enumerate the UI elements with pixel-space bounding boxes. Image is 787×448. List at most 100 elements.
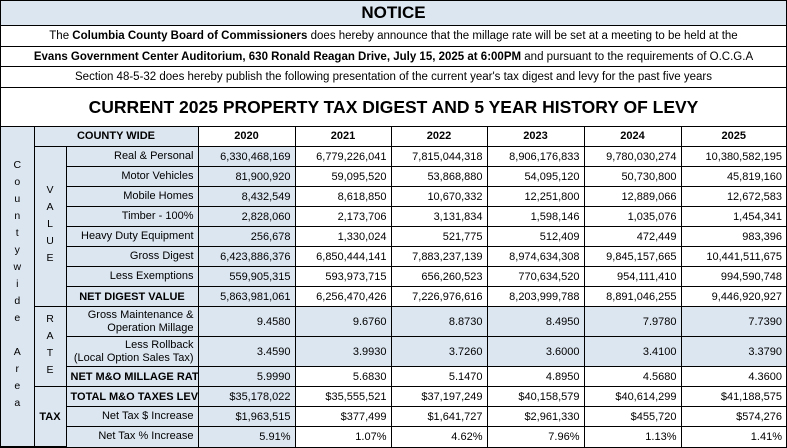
label-line: Less Rollback	[125, 338, 194, 351]
label-line: Net Tax $ Increase	[101, 410, 194, 422]
value-cell: 472,449	[583, 226, 682, 247]
area-label: Countywide Area	[11, 158, 24, 414]
data-row: VALUE Real & Personal 6,330,468,169 6,779,2…	[1, 146, 786, 307]
value-cell: 7,883,237,139	[390, 246, 488, 267]
value-cell: 3.7260	[390, 336, 488, 367]
value-cell: 954,111,410	[583, 266, 682, 287]
label-line: Gross Digest	[129, 250, 194, 262]
table-title: CURRENT 2025 PROPERTY TAX DIGEST AND 5 Y…	[1, 88, 786, 127]
value-cell: 770,634,520	[486, 266, 585, 287]
row-label: NET DIGEST VALUE	[66, 286, 199, 307]
value-cell: 5,863,981,061	[197, 286, 296, 307]
data-row: Heavy Duty Equipment 256,678 1,330,024 521,…	[1, 226, 786, 247]
label-line: Mobile Homes	[123, 190, 194, 202]
value-cell: 6,779,226,041	[294, 146, 392, 167]
label-line: Real & Personal	[114, 150, 194, 162]
value-cell: 593,973,715	[294, 266, 392, 287]
year-header: 2025	[680, 126, 786, 147]
value-cell: 6,850,444,141	[294, 246, 392, 267]
value-cell: 7,226,976,616	[390, 286, 488, 307]
value-cell: 81,900,920	[197, 166, 296, 187]
value-cell: 7,815,044,318	[390, 146, 488, 167]
value-cell: 1,035,076	[583, 206, 682, 227]
value-cell: 59,095,520	[294, 166, 392, 187]
row-label: Net Tax % Increase	[66, 426, 199, 447]
row-label: Gross Digest	[66, 246, 199, 267]
group-cell: RATE	[34, 306, 67, 387]
text: Columbia County Board of Commissioners	[72, 30, 308, 42]
value-cell: $455,720	[583, 406, 682, 427]
value-cell: 3.4100	[583, 336, 682, 367]
data-row: Mobile Homes 8,432,549 8,618,850 10,670,332…	[1, 186, 786, 207]
header-row: Countywide Area COUNTY WIDE 2020 2021 2022 20…	[1, 126, 786, 447]
text: does hereby announce that the millage ra…	[307, 30, 738, 42]
value-cell: 54,095,120	[486, 166, 585, 187]
value-cell: 5.91%	[197, 426, 296, 447]
value-cell: 9,446,920,927	[680, 286, 786, 307]
value-cell: $574,276	[680, 406, 786, 427]
value-cell: 9,845,157,665	[583, 246, 682, 267]
value-cell: 7.7390	[680, 306, 786, 337]
value-cell: 5.1470	[390, 366, 488, 387]
notice-line: Section 48-5-32 does hereby publish the …	[1, 67, 786, 88]
value-cell: $2,961,330	[486, 406, 585, 427]
group-cell: VALUE	[34, 146, 67, 307]
label-line: Less Exemptions	[109, 270, 194, 282]
year-header: 2023	[486, 126, 585, 147]
value-cell: 6,423,886,376	[197, 246, 296, 267]
value-cell: 3.4590	[197, 336, 296, 367]
row-label: Timber - 100%	[66, 206, 199, 227]
label-line: NET M&O MILLAGE RATE	[70, 370, 198, 383]
value-cell: 10,441,511,675	[680, 246, 786, 267]
text: Section 48-5-32 does hereby publish the …	[75, 71, 712, 83]
value-cell: 1.41%	[680, 426, 786, 447]
data-row: Less Exemptions 559,905,315 593,973,715 656…	[1, 266, 786, 287]
label-line: NET DIGEST VALUE	[79, 290, 185, 303]
data-row: RATE Gross Maintenance & Operation Millage…	[1, 306, 786, 387]
value-cell: $377,499	[294, 406, 392, 427]
label-line: Operation Millage	[107, 321, 194, 334]
text: and pursuant to the requirements of O.C.…	[521, 50, 754, 63]
text: Evans Government Center Auditorium, 630 …	[33, 50, 522, 63]
data-row: TAX TOTAL M&O TAXES LEVIED$35,178,022$35,…	[1, 386, 786, 447]
label-line: TOTAL M&O TAXES LEVIED	[70, 390, 198, 403]
value-cell: 10,670,332	[390, 186, 488, 207]
value-cell: 12,672,583	[680, 186, 786, 207]
value-cell: 1,454,341	[680, 206, 786, 227]
row-label: Heavy Duty Equipment	[66, 226, 199, 247]
row-label: Less Rollback (Local Option Sales Tax)	[66, 336, 199, 367]
value-cell: 1,598,146	[486, 206, 585, 227]
value-cell: 4.3600	[680, 366, 786, 387]
levy-table: Countywide Area COUNTY WIDE 2020 2021 2022 20…	[1, 126, 786, 447]
data-row: Net Tax % Increase 5.91% 1.07% 4.62% 7.96% 1.…	[1, 426, 786, 447]
group-cell: TAX	[34, 386, 67, 447]
value-cell: 45,819,160	[680, 166, 786, 187]
value-cell: 1,330,024	[294, 226, 392, 247]
data-row: Less Rollback (Local Option Sales Tax) 3.4…	[1, 336, 786, 367]
area-cell: Countywide Area	[1, 126, 35, 447]
value-cell: 6,330,468,169	[197, 146, 296, 167]
value-cell: 50,730,800	[583, 166, 682, 187]
value-cell: 10,380,582,195	[680, 146, 786, 167]
value-cell: 256,678	[197, 226, 296, 247]
value-cell: $40,158,579	[486, 386, 585, 407]
data-row: Motor Vehicles 81,900,920 59,095,520 53,868…	[1, 166, 786, 187]
value-cell: 1.13%	[583, 426, 682, 447]
value-cell: 8,618,850	[294, 186, 392, 207]
notice-line: Evans Government Center Auditorium, 630 …	[1, 47, 786, 67]
value-cell: 6,256,470,426	[294, 286, 392, 307]
row-label: Net Tax $ Increase	[66, 406, 199, 427]
value-cell: 8,891,046,255	[583, 286, 682, 307]
value-cell: 983,396	[680, 226, 786, 247]
data-row: NET M&O MILLAGE RATE 5.9990 5.6830 5.1470 4.…	[1, 366, 786, 387]
value-cell: 4.5680	[583, 366, 682, 387]
year-header: 2022	[390, 126, 488, 147]
notice-title: NOTICE	[1, 1, 786, 26]
value-cell: 1.07%	[294, 426, 392, 447]
value-cell: $37,197,249	[390, 386, 488, 407]
value-cell: 12,889,066	[583, 186, 682, 207]
value-cell: $41,188,575	[680, 386, 786, 407]
value-cell: 656,260,523	[390, 266, 488, 287]
row-label: Gross Maintenance & Operation Millage	[65, 306, 199, 337]
row-label: NET M&O MILLAGE RATE	[66, 366, 199, 387]
